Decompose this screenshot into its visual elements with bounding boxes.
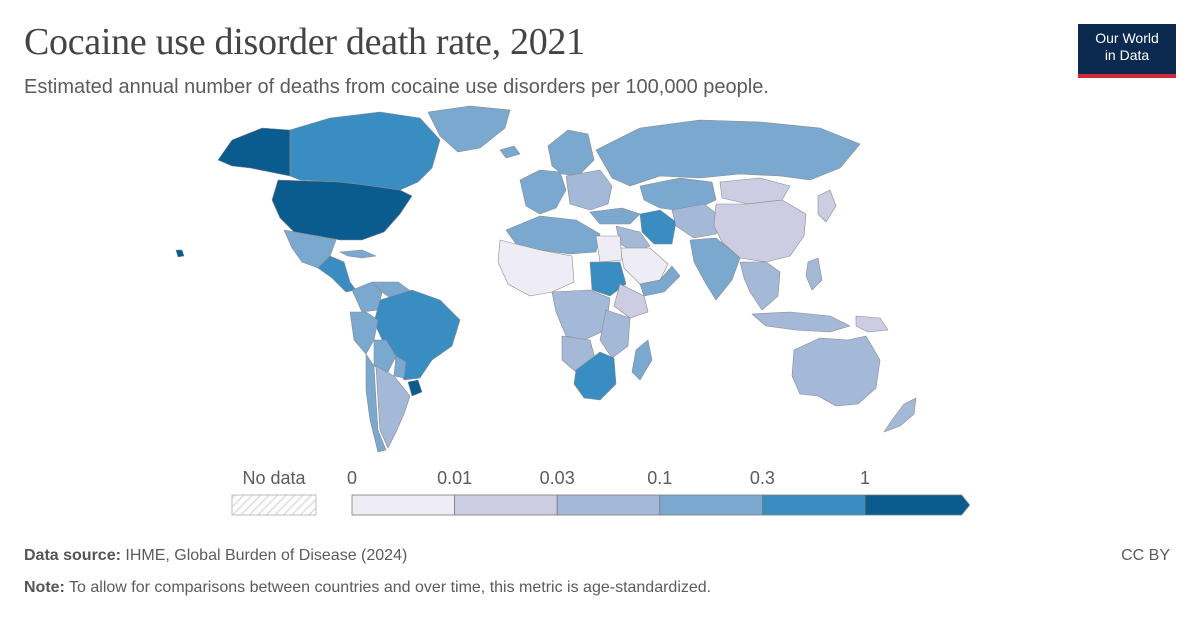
legend-bin-4[interactable] — [762, 494, 866, 516]
region-madagascar[interactable] — [631, 339, 653, 381]
note-text: To allow for comparisons between countri… — [69, 579, 712, 596]
legend-tick-label: 0 — [347, 468, 357, 488]
legend-tick-label: 0.3 — [750, 468, 775, 488]
note: Note: To allow for comparisons between c… — [24, 579, 711, 597]
legend-bin-0[interactable] — [351, 494, 455, 516]
region-turkey[interactable] — [589, 207, 641, 225]
region-indonesia[interactable] — [751, 311, 851, 333]
region-cuba[interactable] — [339, 249, 377, 259]
region-australia[interactable] — [791, 335, 881, 407]
legend-no-data-swatch — [231, 494, 317, 516]
data-source: Data source: IHME, Global Burden of Dise… — [24, 547, 407, 565]
region-new-zealand[interactable] — [883, 397, 917, 433]
license-link[interactable]: CC BY — [1121, 547, 1170, 564]
region-western-europe[interactable] — [519, 169, 567, 215]
legend-bin-3[interactable] — [659, 494, 763, 516]
region-ethiopia[interactable] — [613, 283, 649, 319]
legend-bin-5[interactable] — [864, 494, 971, 516]
region-sudan[interactable] — [589, 261, 627, 297]
color-legend: No data 0 0.01 0.03 0.1 0.3 1 — [231, 468, 971, 516]
region-russia[interactable] — [595, 119, 861, 187]
region-chile[interactable] — [365, 353, 387, 453]
legend-tick-label: 1 — [860, 468, 870, 488]
region-iceland[interactable] — [499, 145, 521, 159]
region-japan[interactable] — [817, 189, 837, 223]
region-scandinavia[interactable] — [547, 129, 595, 177]
chart-title: Cocaine use disorder death rate, 2021 — [24, 21, 585, 63]
legend-tick-label: 0.03 — [540, 468, 575, 488]
region-bolivia[interactable] — [373, 339, 397, 373]
region-canada[interactable] — [289, 111, 441, 191]
legend-no-data-label: No data — [242, 468, 306, 488]
region-east-africa[interactable] — [599, 309, 631, 359]
region-paraguay[interactable] — [393, 355, 407, 379]
logo-line-1: Our World — [1095, 30, 1159, 46]
region-iran[interactable] — [639, 209, 677, 245]
logo-line-2: in Data — [1104, 47, 1150, 63]
region-eastern-europe[interactable] — [565, 169, 613, 211]
region-southern-africa[interactable] — [573, 351, 617, 401]
region-central-asia[interactable] — [671, 203, 723, 239]
region-papua-new-guinea[interactable] — [855, 315, 889, 333]
owid-logo[interactable]: Our World in Data — [1078, 24, 1176, 78]
region-central-america[interactable] — [317, 255, 357, 293]
region-central-africa[interactable] — [551, 289, 611, 341]
region-india[interactable] — [689, 237, 741, 301]
legend-tick-label: 0.1 — [647, 468, 672, 488]
region-argentina[interactable] — [375, 365, 411, 449]
region-uruguay[interactable] — [407, 379, 423, 397]
note-label: Note: — [24, 579, 65, 596]
region-philippines[interactable] — [805, 257, 823, 291]
region-greenland[interactable] — [427, 105, 511, 153]
region-egypt[interactable] — [595, 235, 623, 263]
region-hawaii[interactable] — [175, 249, 185, 258]
data-source-label: Data source: — [24, 547, 121, 564]
legend-bin-1[interactable] — [454, 494, 558, 516]
legend-tick-label: 0.01 — [437, 468, 472, 488]
world-map[interactable] — [0, 0, 1200, 460]
data-source-text: IHME, Global Burden of Disease (2024) — [125, 547, 408, 564]
region-china[interactable] — [713, 199, 807, 263]
chart-subtitle: Estimated annual number of deaths from c… — [24, 76, 769, 98]
legend-bin-2[interactable] — [556, 494, 661, 516]
region-southeast-asia[interactable] — [739, 261, 781, 311]
